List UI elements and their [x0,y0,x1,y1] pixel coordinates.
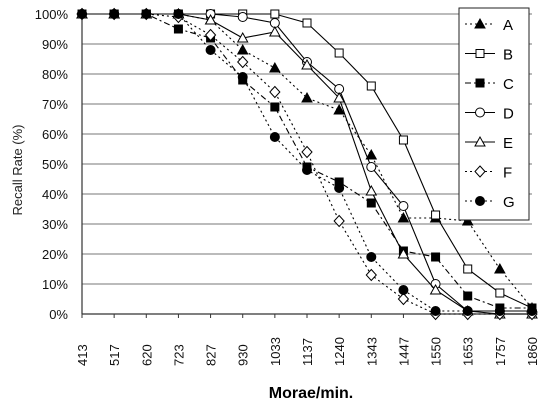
data-point-a [270,63,280,72]
data-point-c [174,25,182,33]
data-point-e [270,27,280,36]
data-point-g [463,307,472,316]
data-point-g [142,10,151,19]
x-tick-label: 1137 [300,338,315,366]
data-point-g [367,253,376,262]
y-tick-label: 90% [42,37,68,52]
x-tick-label: 620 [139,344,154,366]
y-tick-label: 60% [42,127,68,142]
data-point-g [335,184,344,193]
legend-marker-c [476,79,484,87]
y-tick-label: 20% [42,247,68,262]
data-point-b [432,211,440,219]
legend-label-f: F [503,165,512,182]
data-point-g [206,46,215,55]
y-tick-label: 10% [42,277,68,292]
data-point-f [366,270,376,281]
data-point-b [496,289,504,297]
x-tick-label: 413 [75,344,90,366]
data-point-b [367,82,375,90]
data-point-c [464,292,472,300]
data-point-c [271,103,279,111]
legend-marker-d [476,108,485,117]
y-tick-label: 40% [42,187,68,202]
data-point-f [270,87,280,98]
data-point-g [495,307,504,316]
x-tick-label: 723 [171,344,186,366]
x-tick-label: 827 [204,344,219,366]
y-tick-label: 70% [42,97,68,112]
x-tick-label: 1550 [429,337,444,366]
data-point-g [174,10,183,19]
legend-label-g: G [503,194,515,211]
data-point-a [238,45,248,54]
data-point-b [303,19,311,27]
data-point-a [302,93,312,102]
data-point-c [367,199,375,207]
y-tick-label: 100% [35,7,69,22]
y-tick-label: 50% [42,157,68,172]
y-tick-label: 0% [49,307,68,322]
data-point-b [335,49,343,57]
y-tick-label: 80% [42,67,68,82]
legend-label-e: E [503,135,513,152]
legend-marker-b [476,50,484,58]
x-tick-label: 1343 [364,337,379,366]
x-tick-label: 1033 [268,337,283,366]
x-tick-label: 1240 [332,337,347,366]
data-point-g [303,166,312,175]
data-point-e [366,186,376,195]
data-point-d [399,202,408,211]
x-axis-title: Morae/min. [269,385,353,402]
x-tick-label: 1757 [493,337,508,366]
data-point-d [238,13,247,22]
legend-label-d: D [503,106,514,123]
legend-label-a: A [503,17,513,34]
x-tick-label: 1447 [396,337,411,366]
y-tick-label: 30% [42,217,68,232]
x-tick-label: 1653 [461,337,476,366]
data-point-g [431,307,440,316]
data-point-g [110,10,119,19]
data-point-g [399,286,408,295]
data-point-d [367,163,376,172]
data-point-g [78,10,87,19]
data-point-f [334,216,344,227]
data-point-b [271,10,279,18]
data-point-c [432,253,440,261]
data-point-f [398,294,408,305]
legend-marker-g [476,197,485,206]
x-tick-label: 517 [107,344,122,366]
legend-label-c: C [503,76,514,93]
data-point-b [399,136,407,144]
data-point-f [302,147,312,158]
x-tick-label: 930 [236,344,251,366]
y-axis-title: Recall Rate (%) [10,124,25,215]
data-point-g [270,133,279,142]
legend-box [459,8,529,220]
data-point-g [238,73,247,82]
data-point-b [464,265,472,273]
x-tick-label: 1860 [525,337,539,366]
legend-label-b: B [503,47,513,64]
data-point-a [495,264,505,273]
data-point-g [528,307,537,316]
